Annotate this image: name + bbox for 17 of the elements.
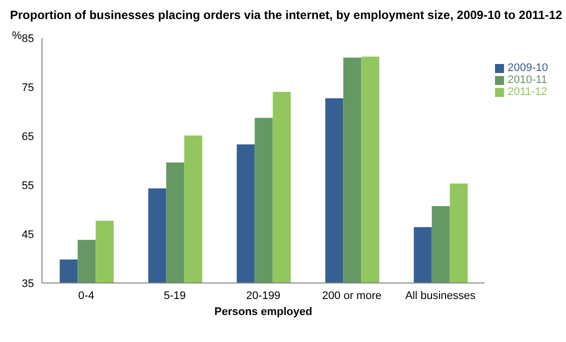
x-tick-label: 200 or more [322,290,382,302]
chart-title: Proportion of businesses placing orders via the internet, by employment size, 2009-10 to 2011-12 [10,8,562,22]
y-tick-label: 55 [22,180,34,192]
x-axis-title: Persons employed [214,306,312,318]
y-tick-label: 65 [22,130,34,143]
y-axis-title: % [12,30,22,42]
legend-label: 2009-10 [508,62,548,74]
legend-label: 2011-12 [508,86,548,98]
x-tick-label: 20-199 [246,290,280,302]
y-tick-label: 45 [22,228,34,241]
y-tick-label: 85 [22,32,34,45]
x-tick-label: 5-19 [164,290,186,302]
legend-label: 2010-11 [508,74,548,86]
x-tick-label: All businesses [405,290,476,302]
y-tick-label: 35 [22,278,34,290]
x-tick-label: 0-4 [78,290,94,302]
y-tick-label: 75 [22,82,34,94]
